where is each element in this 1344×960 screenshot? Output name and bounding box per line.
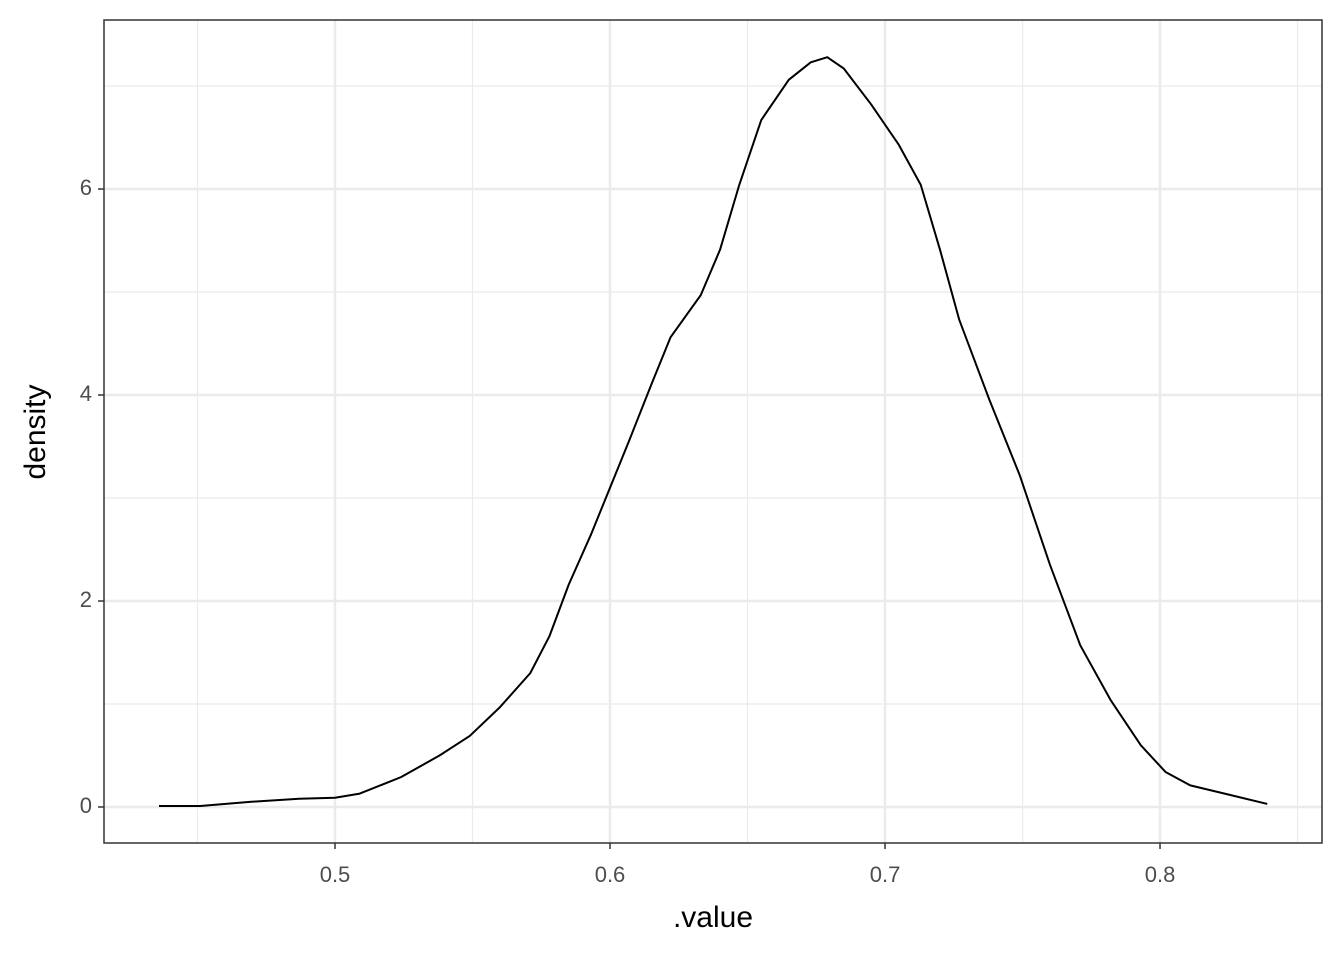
x-tick-label: 0.5 [320,862,351,887]
x-tick-label: 0.6 [595,862,626,887]
x-tick-label: 0.8 [1145,862,1176,887]
y-tick-label: 4 [80,381,92,406]
y-axis-title: density [19,384,52,479]
density-line [159,56,1268,807]
y-tick-label: 6 [80,175,92,200]
panel-border [103,19,1323,844]
x-axis-title: .value [673,901,753,934]
y-tick-label: 0 [80,793,92,818]
x-tick-label: 0.7 [870,862,901,887]
y-tick-label: 2 [80,587,92,612]
